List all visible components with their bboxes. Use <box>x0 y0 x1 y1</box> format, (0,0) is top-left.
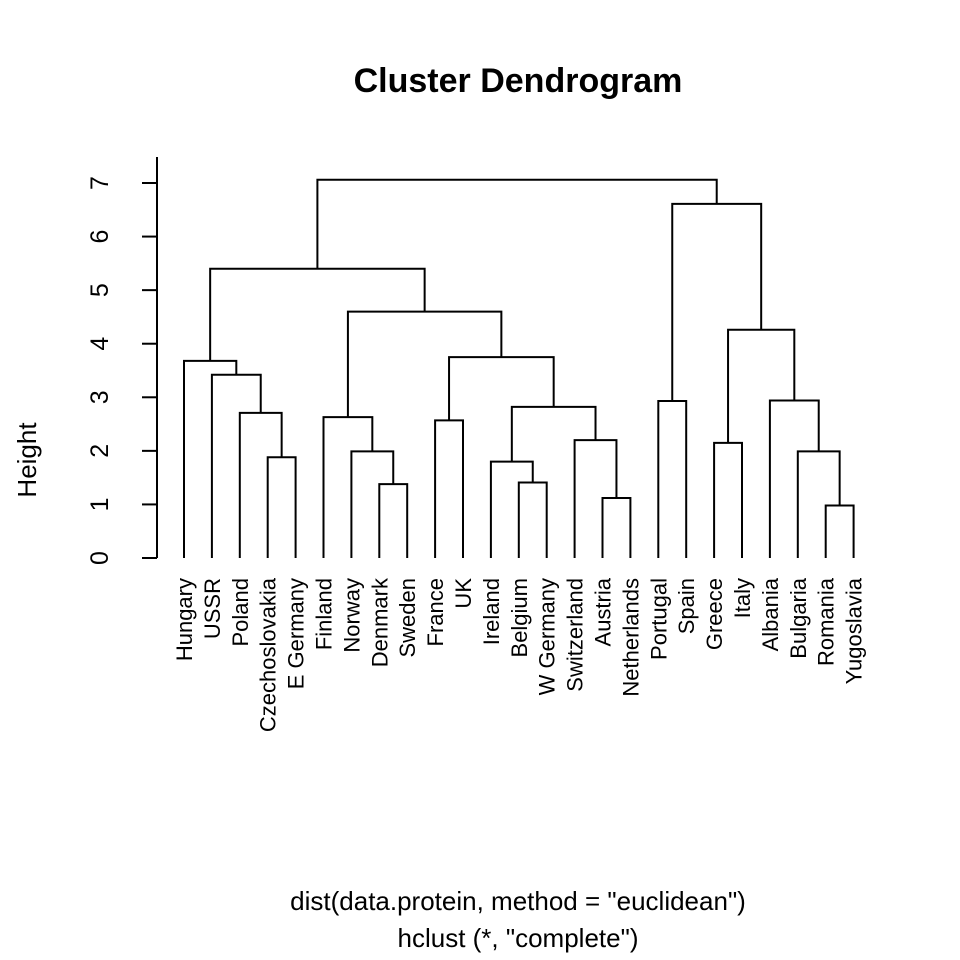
leaf-label: Denmark <box>367 577 392 667</box>
x-axis-label-line-1: dist(data.protein, method = "euclidean") <box>290 886 746 916</box>
leaf-label: Sweden <box>395 578 420 658</box>
dendrogram-link <box>489 460 534 558</box>
y-tick-label: 3 <box>86 390 114 404</box>
dendrogram-link <box>671 202 763 402</box>
y-tick-label: 1 <box>86 497 114 511</box>
dendrogram-link <box>517 481 548 558</box>
dendrogram-link <box>350 450 395 558</box>
dendrogram-link <box>727 328 796 443</box>
leaf-label: Ireland <box>479 578 504 645</box>
leaf-label: E Germany <box>284 578 309 689</box>
dendrogram-link <box>183 359 238 558</box>
leaf-label: Romania <box>814 577 839 666</box>
dendrogram-link <box>316 178 718 269</box>
dendrogram-link <box>573 439 618 558</box>
y-tick-label: 6 <box>86 230 114 244</box>
leaf-label: Spain <box>674 578 699 634</box>
leaf-label: W Germany <box>535 578 560 695</box>
x-axis-label-line-2: hclust (*, "complete") <box>398 923 639 953</box>
y-tick-label: 2 <box>86 444 114 458</box>
y-axis: 0 1 2 3 4 5 6 7 <box>86 157 158 565</box>
leaf-labels: Hungary USSR Poland Czechoslovakia E Germany… <box>172 577 867 732</box>
y-axis-label: Height <box>12 422 42 498</box>
leaf-label: Czechoslovakia <box>256 577 281 732</box>
leaf-label: Albania <box>758 577 783 651</box>
leaf-label: France <box>423 578 448 646</box>
dendrogram-link <box>209 267 426 361</box>
dendrogram-link <box>657 400 688 558</box>
dendrogram-link <box>510 405 597 462</box>
dendrogram-link <box>796 450 841 558</box>
dendrogram-link <box>448 356 555 421</box>
dendrogram-link <box>238 411 283 558</box>
leaf-label: USSR <box>200 578 225 639</box>
y-tick-label: 7 <box>86 176 114 190</box>
y-tick-label: 5 <box>86 283 114 297</box>
leaf-label: Norway <box>339 578 364 653</box>
dendrogram-link <box>713 441 743 558</box>
leaf-label: Yugoslavia <box>842 577 867 684</box>
dendrogram-link <box>322 416 374 558</box>
dendrogram-link <box>434 419 464 558</box>
dendrogram-link <box>378 483 409 558</box>
dendrogram-link <box>266 456 297 558</box>
chart-title: Cluster Dendrogram <box>354 62 683 100</box>
leaf-label: Poland <box>228 578 253 647</box>
dendrogram-link <box>346 310 503 418</box>
y-tick-label: 4 <box>86 337 114 351</box>
leaf-label: Hungary <box>172 578 197 661</box>
leaf-label: Portugal <box>646 578 671 660</box>
leaf-label: Italy <box>730 578 755 618</box>
leaf-label: Greece <box>702 578 727 650</box>
dendrogram-link <box>210 373 262 558</box>
leaf-label: Austria <box>591 577 616 646</box>
dendrogram-link <box>768 399 820 558</box>
y-tick-label: 0 <box>86 551 114 565</box>
leaf-label: Switzerland <box>563 578 588 692</box>
dendrogram-links <box>183 178 855 558</box>
leaf-label: Netherlands <box>618 578 643 697</box>
leaf-label: Finland <box>312 578 337 650</box>
dendrogram-link <box>601 497 632 558</box>
dendrogram-link <box>824 504 855 558</box>
leaf-label: Bulgaria <box>786 577 811 658</box>
leaf-label: UK <box>451 578 476 609</box>
leaf-label: Belgium <box>507 578 532 657</box>
